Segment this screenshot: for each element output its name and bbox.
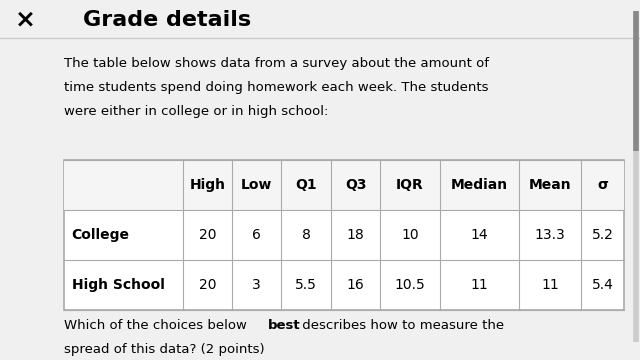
Text: Median: Median [451,178,508,192]
Text: 11: 11 [470,278,488,292]
Text: 5.2: 5.2 [591,228,614,242]
Text: Which of the choices below: Which of the choices below [64,319,251,332]
Text: 5.5: 5.5 [295,278,317,292]
Text: σ: σ [597,178,608,192]
Text: Low: Low [241,178,273,192]
Text: ×: × [15,8,36,32]
Text: High School: High School [72,278,164,292]
Text: 8: 8 [301,228,310,242]
FancyBboxPatch shape [64,160,624,210]
Text: College: College [72,228,130,242]
Text: 6: 6 [252,228,261,242]
Text: were either in college or in high school:: were either in college or in high school… [64,105,328,118]
Text: 20: 20 [198,228,216,242]
Text: 10.5: 10.5 [394,278,425,292]
Text: best: best [268,319,301,332]
Text: 11: 11 [541,278,559,292]
Text: Mean: Mean [529,178,571,192]
FancyBboxPatch shape [64,160,624,310]
Text: Grade details: Grade details [83,10,252,30]
Text: Q3: Q3 [345,178,366,192]
Text: Q1: Q1 [295,178,317,192]
Text: time students spend doing homework each week. The students: time students spend doing homework each … [64,81,488,94]
Text: 14: 14 [470,228,488,242]
Text: High: High [189,178,225,192]
Text: 10: 10 [401,228,419,242]
Text: 20: 20 [198,278,216,292]
Text: 13.3: 13.3 [534,228,565,242]
Text: IQR: IQR [396,178,424,192]
Text: 16: 16 [347,278,364,292]
Text: The table below shows data from a survey about the amount of: The table below shows data from a survey… [64,57,489,69]
Text: spread of this data? (2 points): spread of this data? (2 points) [64,343,264,356]
Text: 3: 3 [252,278,261,292]
Text: 5.4: 5.4 [591,278,614,292]
Text: describes how to measure the: describes how to measure the [298,319,504,332]
Text: 18: 18 [347,228,364,242]
